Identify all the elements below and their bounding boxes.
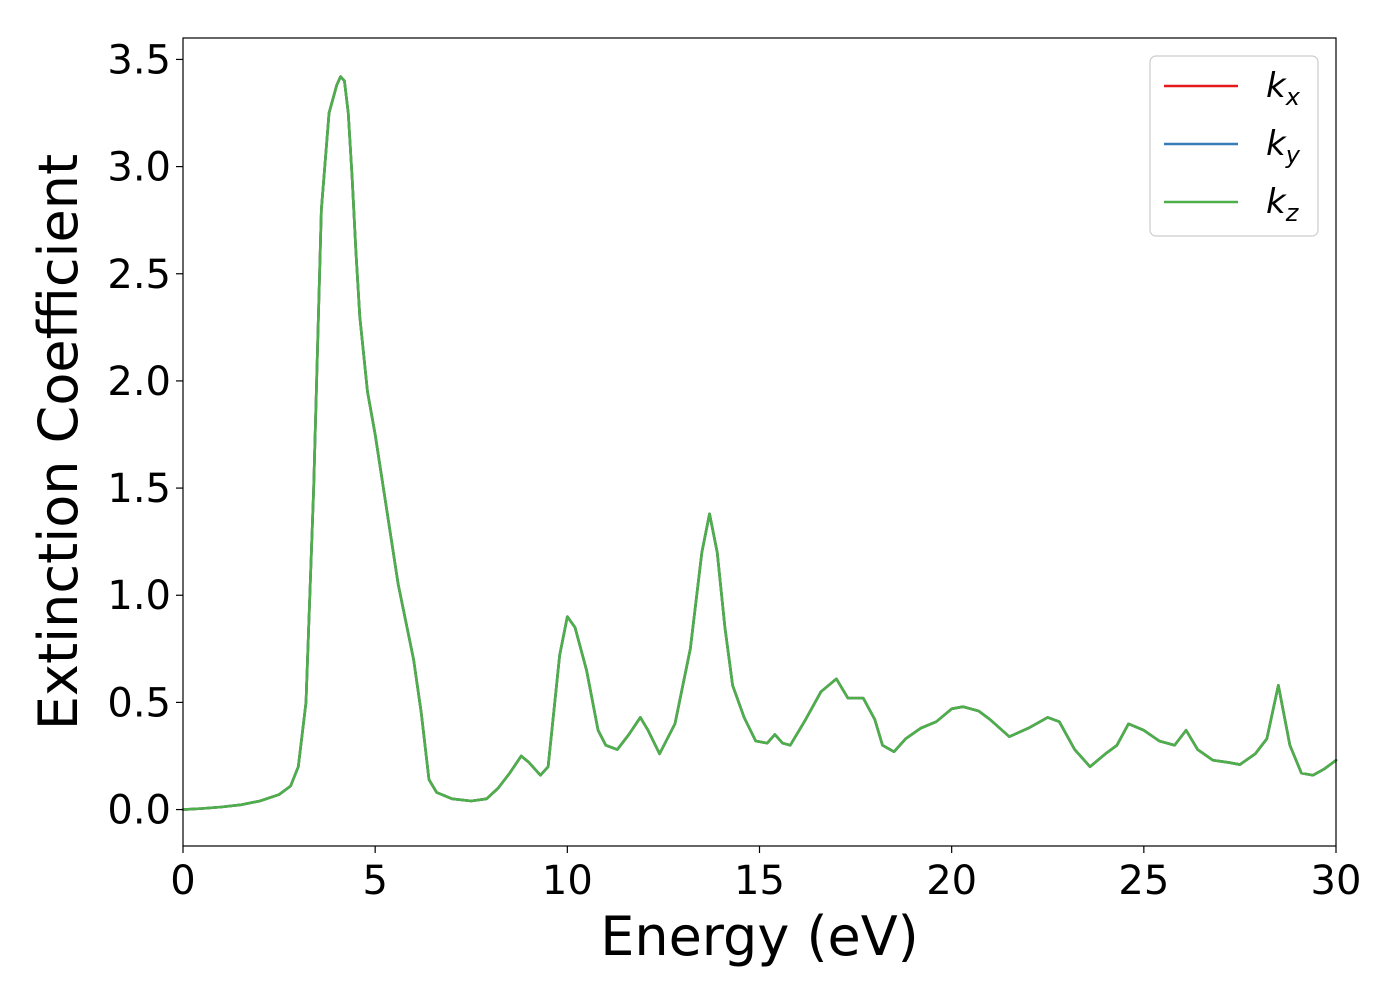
y-tick-label: 1.5 (107, 466, 171, 512)
series-layer (181, 75, 1338, 811)
legend-label-kx: kx (1266, 66, 1301, 111)
x-tick-label: 0 (170, 858, 195, 904)
x-tick-label: 10 (542, 858, 593, 904)
x-tick-label: 30 (1311, 858, 1362, 904)
legend-box (1149, 55, 1319, 237)
legend-label-ky: ky (1266, 124, 1301, 169)
x-tick-label: 5 (362, 858, 387, 904)
y-tick-label: 3.0 (107, 145, 171, 191)
x-axis-label: Energy (eV) (600, 905, 919, 968)
series-line-k-z (181, 75, 1338, 811)
y-tick-label: 0.0 (107, 788, 171, 834)
x-tick-label: 15 (734, 858, 785, 904)
y-axis-label: Extinction Coefficient (27, 154, 90, 730)
legend-label-sub: z (1285, 199, 1300, 227)
y-tick-label: 1.0 (107, 573, 171, 619)
y-tick-label: 2.5 (107, 252, 171, 298)
legend-label-main: k (1266, 66, 1287, 106)
legend-label-sub: y (1285, 141, 1301, 169)
legend-label-kz: kz (1266, 182, 1300, 227)
y-tick-label: 2.0 (107, 359, 171, 405)
legend-label-main: k (1266, 182, 1287, 222)
x-tick-label: 25 (1118, 858, 1169, 904)
x-axis-ticks: 0 5 10 15 20 25 30 (170, 846, 1361, 904)
legend-label-main: k (1266, 124, 1287, 164)
x-tick-label: 20 (926, 858, 977, 904)
y-axis-ticks: 0.0 0.5 1.0 1.5 2.0 2.5 3.0 3.5 (107, 37, 183, 834)
y-tick-label: 0.5 (107, 680, 171, 726)
y-tick-label: 3.5 (107, 37, 171, 83)
legend-label-sub: x (1285, 83, 1301, 111)
